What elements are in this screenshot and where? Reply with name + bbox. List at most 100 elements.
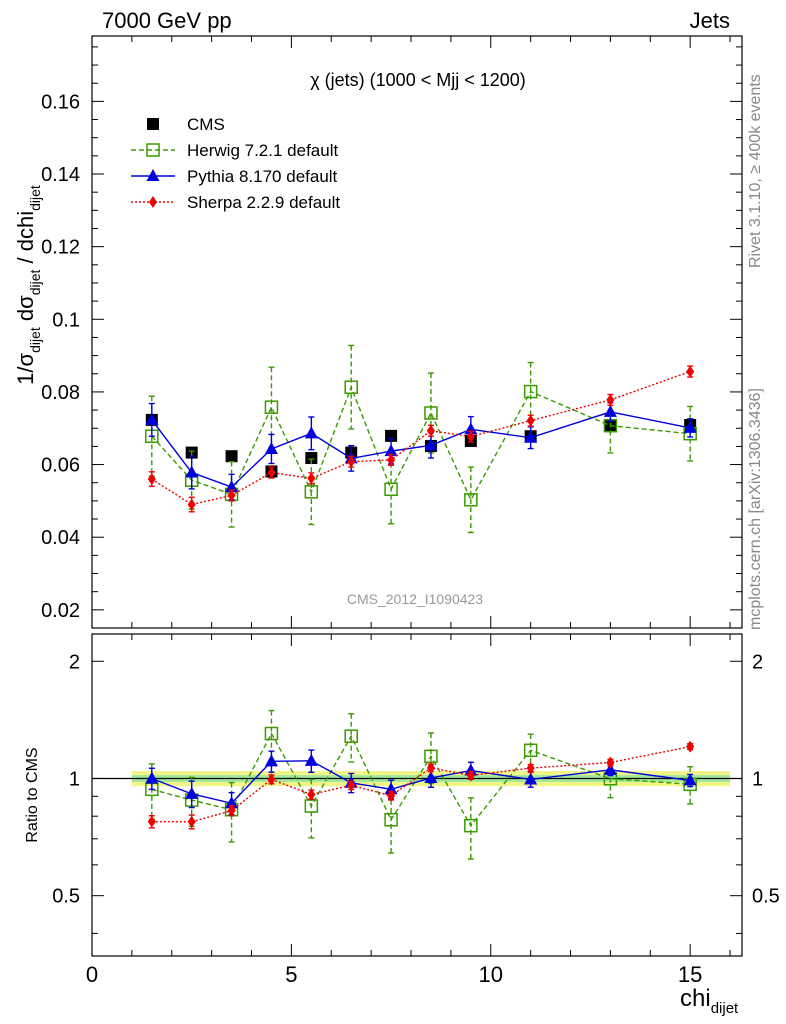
herwig-point bbox=[523, 384, 538, 399]
x-axis-label: chidijet bbox=[680, 985, 739, 1017]
herwig-point bbox=[464, 493, 478, 507]
ratio-axis-label: Ratio to CMS bbox=[24, 747, 41, 842]
pythia-point bbox=[304, 426, 318, 439]
ratio-y-tick-label-left: 1 bbox=[69, 768, 80, 790]
sherpa-point bbox=[187, 498, 196, 511]
sherpa-point bbox=[267, 466, 276, 479]
y-tick-label: 0.02 bbox=[41, 600, 80, 622]
sherpa-ratio-point bbox=[426, 761, 435, 774]
sherpa-ratio-point bbox=[347, 779, 356, 792]
legend-marker-pythia bbox=[146, 169, 160, 181]
herwig-ratio-point bbox=[264, 726, 279, 741]
sherpa-ratio-point bbox=[187, 815, 196, 828]
sherpa-point bbox=[307, 472, 316, 485]
y-axis-label: 1/σdijet dσdijet / dchidijet bbox=[13, 185, 43, 385]
sherpa-ratio-point bbox=[606, 756, 615, 769]
y-tick-label: 0.1 bbox=[52, 309, 80, 331]
legend-label-sherpa: Sherpa 2.2.9 default bbox=[187, 193, 340, 212]
sherpa-ratio-point bbox=[147, 815, 156, 828]
herwig-line bbox=[151, 385, 691, 502]
sherpa-point bbox=[606, 393, 615, 406]
pythia-ratio-point bbox=[304, 753, 318, 766]
pythia-ratio-point bbox=[603, 762, 617, 775]
pythia-line bbox=[151, 411, 691, 488]
pythia-point bbox=[524, 430, 538, 443]
x-tick-label: 5 bbox=[285, 962, 297, 987]
rivet-label: Rivet 3.1.10, ≥ 400k events bbox=[747, 74, 764, 268]
sherpa-point bbox=[426, 424, 435, 437]
pythia-ratio-line bbox=[151, 760, 691, 805]
pythia-ratio-point bbox=[264, 754, 278, 767]
main-frame bbox=[91, 35, 743, 629]
herwig-point bbox=[344, 380, 358, 394]
sherpa-ratio-point bbox=[387, 789, 396, 802]
herwig-point bbox=[424, 406, 438, 420]
sherpa-line bbox=[151, 370, 691, 506]
sherpa-ratio-point bbox=[227, 804, 236, 817]
chart-title: χ (jets) (1000 < Mjj < 1200) bbox=[310, 70, 526, 90]
energy-label: 7000 GeV pp bbox=[102, 8, 232, 33]
pythia-point bbox=[683, 420, 697, 433]
y-tick-label: 0.08 bbox=[41, 382, 80, 404]
legend-marker-sherpa bbox=[149, 196, 157, 208]
pythia-ratio-point bbox=[524, 772, 538, 785]
sherpa-point bbox=[227, 489, 236, 502]
sherpa-point bbox=[347, 455, 356, 468]
legend-label-herwig: Herwig 7.2.1 default bbox=[187, 141, 338, 160]
x-tick-label: 0 bbox=[86, 962, 98, 987]
legend-marker-cms bbox=[147, 118, 159, 130]
sherpa-ratio-point bbox=[267, 773, 276, 786]
ratio-frame bbox=[91, 633, 743, 957]
pythia-ratio-point bbox=[683, 773, 697, 786]
y-tick-label: 0.14 bbox=[41, 164, 80, 186]
y-tick-label: 0.12 bbox=[41, 237, 80, 259]
herwig-ratio-point bbox=[344, 729, 358, 743]
pythia-point bbox=[424, 438, 438, 451]
herwig-point bbox=[264, 400, 279, 414]
pythia-point bbox=[603, 404, 617, 417]
pythia-ratio-point bbox=[384, 782, 398, 795]
y-tick-label: 0.04 bbox=[41, 527, 80, 549]
ratio-y-tick-label-right: 2 bbox=[752, 651, 763, 673]
pythia-point bbox=[185, 465, 199, 478]
y-tick-label: 0.06 bbox=[41, 455, 80, 477]
ratio-y-tick-label-right: 1 bbox=[752, 768, 763, 790]
herwig-ratio-point bbox=[384, 812, 398, 827]
observable-label: Jets bbox=[689, 8, 730, 33]
herwig-ratio-point bbox=[523, 743, 538, 758]
sherpa-point bbox=[686, 365, 695, 378]
pythia-point bbox=[464, 422, 478, 435]
pythia-point bbox=[145, 412, 159, 425]
legend-marker-herwig bbox=[146, 143, 160, 157]
legend-label-cms: CMS bbox=[187, 115, 225, 134]
ratio-y-tick-label-left: 2 bbox=[69, 651, 80, 673]
sherpa-ratio-point bbox=[526, 762, 535, 775]
x-tick-label: 15 bbox=[678, 962, 702, 987]
sherpa-ratio-point bbox=[686, 740, 695, 753]
herwig-point bbox=[304, 485, 319, 499]
analysis-watermark: CMS_2012_I1090423 bbox=[347, 591, 483, 607]
sherpa-point bbox=[526, 414, 535, 427]
herwig-ratio-point bbox=[464, 818, 478, 833]
legend: CMS Herwig 7.2.1 default Pythia 8.170 defa… bbox=[131, 115, 340, 212]
pythia-ratio-point bbox=[225, 796, 239, 809]
pythia-ratio-point bbox=[145, 771, 159, 784]
sherpa-point bbox=[466, 430, 475, 443]
ratio-y-tick-label-right: 0.5 bbox=[752, 886, 780, 908]
pythia-point bbox=[264, 441, 278, 454]
sherpa-ratio-point bbox=[466, 769, 475, 782]
sherpa-point bbox=[147, 473, 156, 486]
pythia-ratio-point bbox=[185, 786, 199, 799]
cms-data-point bbox=[305, 452, 318, 465]
herwig-point bbox=[384, 482, 398, 497]
cms-data-point bbox=[225, 450, 238, 463]
ratio-y-tick-label-left: 0.5 bbox=[52, 886, 80, 908]
pythia-ratio-point bbox=[424, 770, 438, 783]
y-tick-label: 0.16 bbox=[41, 91, 80, 113]
legend-label-pythia: Pythia 8.170 default bbox=[187, 167, 338, 186]
pythia-point bbox=[384, 444, 398, 457]
sherpa-ratio-line bbox=[151, 745, 691, 823]
plot-frames bbox=[91, 35, 743, 957]
sherpa-point bbox=[387, 453, 396, 466]
